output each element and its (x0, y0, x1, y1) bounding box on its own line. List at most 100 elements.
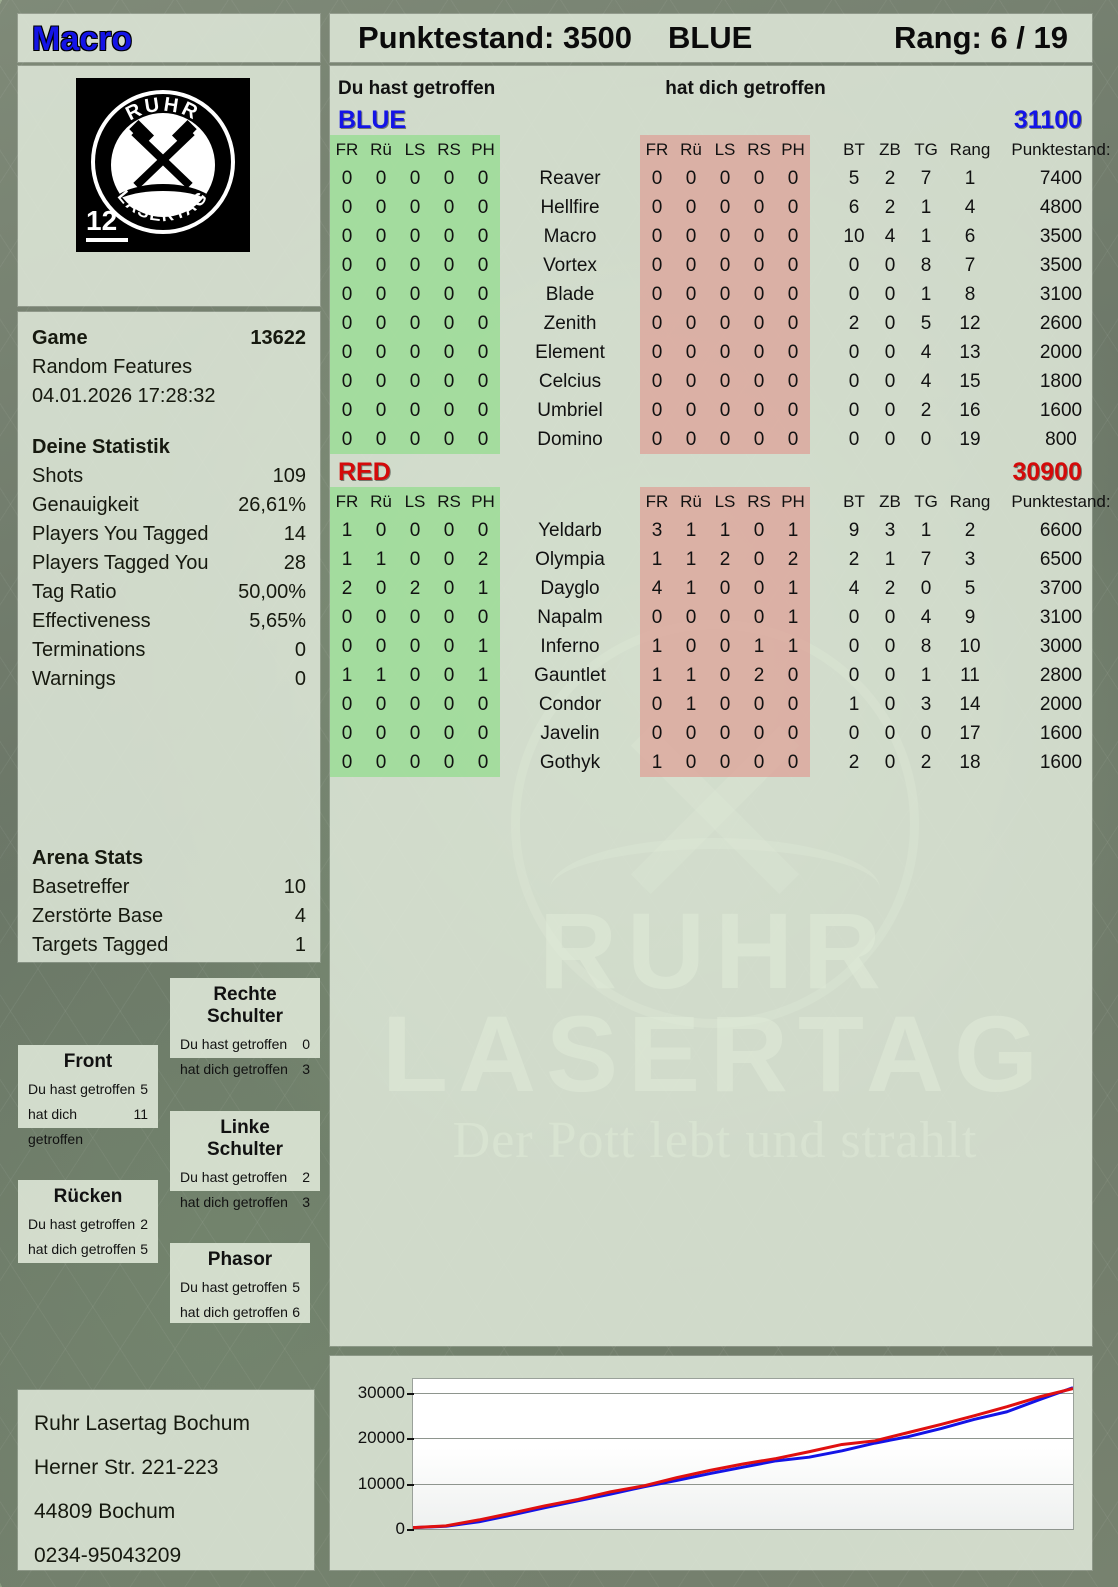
stat-label: Terminations (32, 639, 146, 661)
col-gap (810, 487, 836, 516)
cell-points: 2000 (1039, 341, 1083, 363)
cell-player-name: Reaver (539, 167, 601, 189)
cell-hit-you: 0 (674, 367, 708, 396)
cell-bt: 1 (848, 693, 860, 715)
col-header-them-RS: RS (742, 487, 776, 516)
cell-player-name: Macro (543, 225, 597, 247)
cell-hit-you: 4 (640, 574, 674, 603)
cell-hit-you: 0 (708, 280, 742, 309)
cell-gap (810, 690, 836, 719)
cell-you-hit: 0 (364, 193, 398, 222)
cell-hit-you: 0 (674, 396, 708, 425)
cell-you-hit: 0 (432, 280, 466, 309)
cell-player-name: Blade (545, 283, 595, 305)
bodypart-hit-you-row: hat dich getroffen 11 (28, 1102, 148, 1152)
game-datetime-row: 04.01.2026 17:28:32 (18, 382, 320, 411)
cell-hit-you: 1 (640, 545, 674, 574)
cell-zb: 0 (884, 693, 896, 715)
arena-stats-list: Basetreffer 10 Zerstörte Base 4 Targets Tagg… (18, 873, 320, 960)
bodypart-you-hit-row: Du hast getroffen 2 (28, 1212, 148, 1237)
chart-line-blue (413, 1388, 1073, 1528)
team-total-score: 30900 (1012, 458, 1082, 486)
cell-hit-you: 1 (640, 632, 674, 661)
cell-points: 1600 (1039, 722, 1083, 744)
cell-you-hit: 0 (364, 603, 398, 632)
stat-label: Tag Ratio (32, 581, 117, 603)
cell-gap (810, 574, 836, 603)
cell-you-hit: 0 (466, 425, 500, 454)
ruhr-lasertag-logo: RUHR LASERTAG 12 (76, 78, 250, 252)
cell-player-name: Javelin (540, 722, 600, 744)
arena-stats-title: Arena Stats (32, 847, 144, 869)
cell-bt: 0 (848, 370, 860, 392)
cell-hit-you: 0 (776, 164, 810, 193)
bodypart-stat-value: 11 (133, 1106, 148, 1122)
svg-text:RUHR: RUHR (122, 94, 203, 126)
cell-hit-you: 1 (674, 574, 708, 603)
cell-you-hit: 0 (432, 164, 466, 193)
bodypart-stat-value: 2 (140, 1216, 148, 1232)
cell-hit-you: 1 (776, 632, 810, 661)
cell-hit-you: 0 (742, 690, 776, 719)
col-header-them-PH: PH (776, 135, 810, 164)
col-header-ZB: ZB (879, 491, 901, 511)
cell-hit-you: 0 (674, 748, 708, 777)
team-block-blue: BLUE 31100 FR Rü LS RS PH FR Rü LS RS PH BT ZB TG Rang P… (330, 106, 1111, 454)
cell-rang: 17 (959, 722, 981, 744)
bodypart-stat-value: 2 (302, 1169, 310, 1185)
cell-hit-you: 0 (742, 719, 776, 748)
cell-tg: 1 (920, 283, 932, 305)
bodypart-right-shoulder: Rechte Schulter Du hast getroffen 0 hat dic… (170, 978, 320, 1077)
cell-player-name: Celcius (538, 370, 602, 392)
cell-gap (810, 251, 836, 280)
cell-hit-you: 1 (674, 661, 708, 690)
cell-you-hit: 0 (364, 425, 398, 454)
cell-bt: 6 (848, 196, 860, 218)
cell-zb: 0 (884, 283, 896, 305)
cell-you-hit: 1 (364, 661, 398, 690)
table-row: 0 0 0 0 0 Macro 0 0 0 0 0 10 4 1 6 3500 (330, 222, 1118, 251)
cell-hit-you: 0 (742, 251, 776, 280)
cell-player-name: Dayglo (540, 577, 600, 599)
cell-you-hit: 0 (432, 690, 466, 719)
cell-tg: 1 (920, 225, 932, 247)
cell-gap (810, 338, 836, 367)
bodypart-back: Rücken Du hast getroffen 2 hat dich getroff… (18, 1180, 158, 1263)
cell-gap (810, 396, 836, 425)
stat-label: Players Tagged You (32, 552, 209, 574)
cell-zb: 1 (884, 548, 896, 570)
cell-bt: 4 (848, 577, 860, 599)
cell-player-name: Gauntlet (534, 664, 606, 686)
address-line: Ruhr Lasertag Bochum (34, 1412, 250, 1435)
cell-zb: 0 (884, 341, 896, 363)
table-row: 0 0 0 0 0 Condor 0 1 0 0 0 1 0 3 14 2000 (330, 690, 1118, 719)
cell-rang: 5 (964, 577, 976, 599)
cell-rang: 19 (959, 428, 981, 450)
cell-hit-you: 0 (776, 309, 810, 338)
cell-you-hit: 0 (330, 222, 364, 251)
logo-badge-number: 12 (86, 207, 128, 242)
cell-hit-you: 0 (708, 309, 742, 338)
cell-hit-you: 2 (742, 661, 776, 690)
cell-hit-you: 0 (674, 425, 708, 454)
bodypart-hit-you-row: hat dich getroffen 5 (28, 1237, 148, 1262)
arena-stat-value: 4 (294, 905, 306, 927)
cell-you-hit: 2 (330, 574, 364, 603)
cell-player-name: Yeldarb (538, 519, 602, 541)
cell-hit-you: 0 (674, 338, 708, 367)
cell-zb: 0 (884, 428, 896, 450)
cell-player-name: Zenith (543, 312, 597, 334)
cell-tg: 4 (920, 370, 932, 392)
cell-hit-you: 0 (776, 338, 810, 367)
cell-bt: 0 (848, 283, 860, 305)
cell-hit-you: 3 (640, 516, 674, 545)
cell-you-hit: 2 (398, 574, 432, 603)
col-header-them-LS: LS (708, 135, 742, 164)
table-header-row: FR Rü LS RS PH FR Rü LS RS PH BT ZB TG Rang Punktestan… (330, 135, 1118, 164)
cell-tg: 2 (920, 751, 932, 773)
cell-you-hit: 0 (432, 603, 466, 632)
cell-player-name: Vortex (543, 254, 597, 276)
cell-points: 1600 (1039, 399, 1083, 421)
cell-you-hit: 0 (432, 251, 466, 280)
cell-hit-you: 0 (708, 690, 742, 719)
